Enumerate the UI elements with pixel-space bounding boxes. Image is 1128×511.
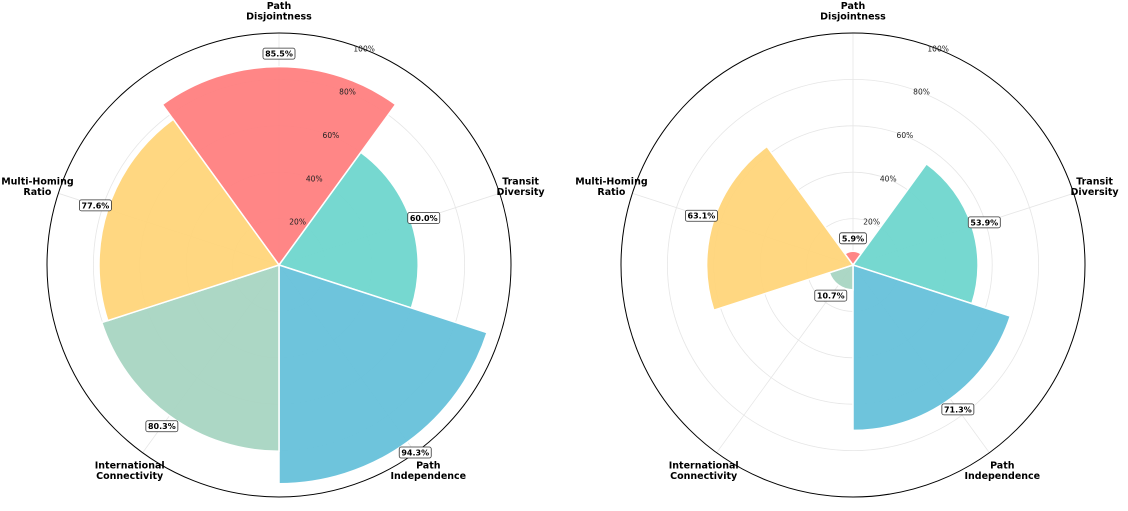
r-tick-label-40: 40% [306,174,323,183]
value-label-box-international-connectivity [145,420,179,433]
r-tick-label-20: 20% [863,218,880,227]
axis-label-path-disjointness: Path Disjointness [820,1,886,23]
wedge-international-connectivity [100,263,280,453]
value-label-box-multi-homing-ratio [79,199,112,212]
axis-label-international-connectivity: International Connectivity [669,460,739,482]
outer-circle [46,32,512,498]
value-label-international-connectivity: 80.3% [148,422,176,431]
r-tick-label-80: 80% [339,88,356,97]
value-label-path-independence: 71.3% [944,405,972,414]
value-label-path-disjointness: 5.9% [842,234,864,243]
r-tick-label-100: 100% [353,44,374,53]
value-label-box-multi-homing-ratio [685,209,718,222]
value-label-transit-diversity: 60.0% [410,214,438,223]
value-label-box-international-connectivity [814,289,848,302]
r-tick-label-80: 80% [913,88,930,97]
value-label-box-transit-diversity [407,212,441,224]
value-label-box-path-disjointness [839,232,867,245]
axis-label-transit-diversity: Transit Diversity [1071,177,1120,199]
value-label-box-path-disjointness [262,47,296,60]
r-tick-label-60: 60% [323,131,340,140]
axis-label-path-disjointness: Path Disjointness [246,1,312,23]
axis-label-transit-diversity: Transit Diversity [497,177,546,199]
value-label-path-independence: 94.3% [401,449,429,458]
axis-label-international-connectivity: International Connectivity [95,460,165,482]
polar-chart-left: 20% 40% 60% 80% 100% 85.5% 60.0% 94.3% 80.3% 77.6… [1,1,546,498]
r-tick-label-40: 40% [880,174,897,183]
wedge-multi-homing-ratio [705,145,855,312]
wedge-path-disjointness [161,65,397,267]
value-label-box-path-independence [941,403,975,416]
value-label-multi-homing-ratio: 63.1% [688,212,716,221]
axis-label-path-independence: Path Independence [390,460,466,482]
axis-label-path-independence: Path Independence [964,460,1040,482]
r-tick-label-100: 100% [927,44,948,53]
polar-chart-right: 20% 40% 60% 80% 100% 5.9% 53.9% 71.3% 10.7% 63.1%… [575,1,1120,498]
value-label-path-disjointness: 85.5% [265,50,293,59]
value-label-multi-homing-ratio: 77.6% [82,201,110,210]
value-label-box-transit-diversity [967,216,1001,229]
value-label-international-connectivity: 10.7% [817,292,845,301]
wedge-path-independence [852,263,1012,432]
value-label-transit-diversity: 53.9% [970,218,998,227]
axis-label-multi-homing-ratio: Multi-Homing Ratio [575,177,647,199]
axis-label-multi-homing-ratio: Multi-Homing Ratio [1,177,73,199]
r-tick-label-20: 20% [289,218,306,227]
r-tick-label-60: 60% [897,131,914,140]
wedge-path-independence [278,263,489,485]
value-label-box-path-independence [398,446,432,459]
outer-circle [620,32,1086,498]
